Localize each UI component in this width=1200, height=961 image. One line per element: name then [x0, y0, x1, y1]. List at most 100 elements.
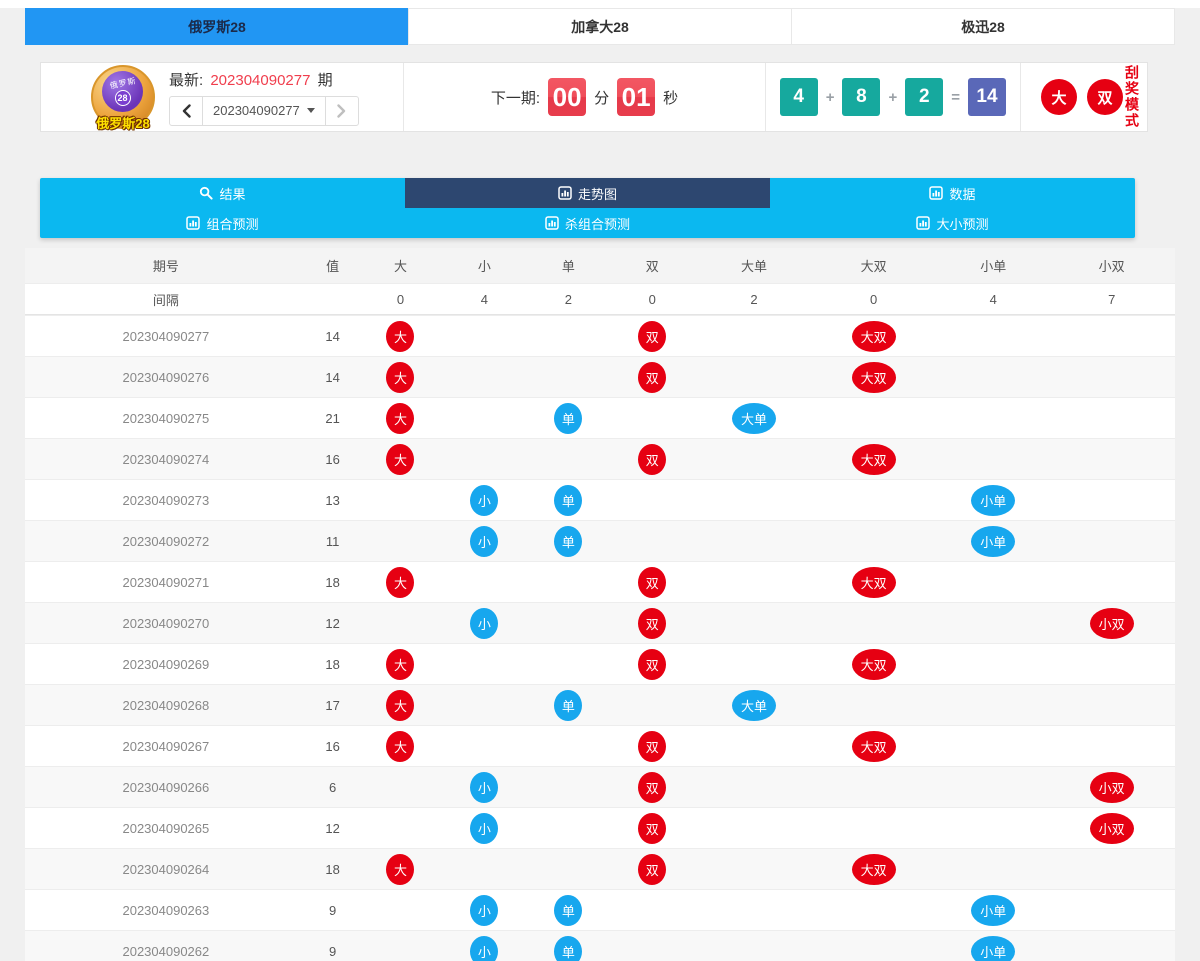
mark-cell: 单 — [526, 484, 610, 516]
result-badge: 大 — [386, 648, 415, 680]
period-cell: 202304090275 — [122, 410, 210, 426]
result-badge: 小 — [470, 484, 499, 516]
nav-item-results[interactable]: 结果 — [40, 178, 405, 208]
period-selector: 202304090277 — [169, 95, 359, 126]
mark-cell: 小单 — [933, 484, 1053, 516]
mark-cell: 双 — [610, 320, 694, 352]
value-cell: 6 — [329, 779, 337, 795]
period-cell: 202304090265 — [122, 820, 210, 836]
interval-value: 7 — [1108, 291, 1116, 307]
mark-cell: 大双 — [814, 443, 934, 475]
period-dropdown-value: 202304090277 — [213, 103, 300, 118]
result-badge: 双 — [638, 853, 667, 885]
scratch-mode-link[interactable]: 刮奖模式 — [1124, 65, 1140, 129]
search-icon — [200, 186, 214, 200]
table-row: 202304090275 21 大单大单 — [25, 397, 1175, 438]
interval-row: 间隔 0 4 2 0 2 0 4 7 — [25, 283, 1175, 315]
value-cell: 12 — [325, 820, 340, 836]
lottery-tab-jixun28[interactable]: 极迅28 — [791, 8, 1175, 45]
nav-item-label: 数据 — [949, 186, 976, 202]
interval-value: 0 — [870, 291, 878, 307]
table-row: 202304090267 16 大双大双 — [25, 725, 1175, 766]
result-badge: 大单 — [732, 402, 777, 434]
value-cell: 21 — [325, 410, 340, 426]
mark-cell: 大双 — [814, 730, 934, 762]
logo-ball-number: 28 — [114, 90, 131, 106]
countdown-label: 下一期: — [490, 89, 541, 107]
trend-table: 期号值大小单双大单 大双 小单 小双 间隔 0 4 2 0 2 0 4 7 202304090277 14 大… — [25, 248, 1175, 961]
mark-cell: 双 — [610, 853, 694, 885]
period-dropdown[interactable]: 202304090277 — [202, 95, 326, 126]
table-row: 202304090270 12 小双小双 — [25, 602, 1175, 643]
period-cell: 202304090269 — [122, 656, 210, 672]
mark-cell: 大双 — [814, 361, 934, 393]
result-badge: 大双 — [851, 648, 896, 680]
nav-item-data[interactable]: 数据 — [770, 178, 1135, 208]
mark-cell: 双 — [610, 648, 694, 680]
value-cell: 18 — [325, 574, 340, 590]
value-cell: 17 — [325, 697, 340, 713]
result-badge: 大双 — [851, 320, 896, 352]
column-header: 大单 — [741, 259, 768, 274]
table-row: 202304090269 18 大双大双 — [25, 643, 1175, 684]
value-cell: 12 — [325, 615, 340, 631]
result-badge: 双 — [1087, 79, 1123, 115]
mark-cell: 小单 — [933, 525, 1053, 557]
table-row: 202304090264 18 大双大双 — [25, 848, 1175, 889]
mark-cell: 小双 — [1053, 607, 1170, 639]
nav-item-bigsmall-forecast[interactable]: 大小预测 — [770, 208, 1135, 238]
result-badge: 大 — [386, 566, 415, 598]
value-cell: 18 — [325, 656, 340, 672]
result-badge: 双 — [638, 648, 667, 680]
nav-item-label: 走势图 — [577, 186, 617, 202]
mark-cell: 大 — [359, 361, 443, 393]
mark-cell: 大 — [359, 443, 443, 475]
result-badge: 双 — [638, 443, 667, 475]
period-cell: 202304090264 — [122, 861, 210, 877]
interval-value: 2 — [564, 291, 572, 307]
nav-item-combo-forecast[interactable]: 组合预测 — [40, 208, 405, 238]
latest-block: 最新: 202304090277 期 202304090277 — [169, 69, 359, 126]
section-nav: 结果 走势图 数据组合预测 杀组合预测 大小预测 — [40, 178, 1135, 238]
result-badge: 双 — [638, 361, 667, 393]
period-cell: 202304090270 — [122, 615, 210, 631]
mark-cell: 大 — [359, 320, 443, 352]
countdown-seconds: 01 — [617, 78, 656, 116]
mark-cell: 小单 — [933, 894, 1053, 926]
nav-item-kill-combo-forecast[interactable]: 杀组合预测 — [405, 208, 770, 238]
column-header: 小双 — [1098, 259, 1125, 274]
bar-chart-icon — [916, 216, 931, 230]
mark-cell: 大双 — [814, 320, 934, 352]
table-row: 202304090266 6 小双小双 — [25, 766, 1175, 807]
mark-cell: 小双 — [1053, 771, 1170, 803]
lottery-tab-russia28[interactable]: 俄罗斯28 — [25, 8, 409, 45]
nav-item-trend-chart[interactable]: 走势图 — [405, 178, 770, 208]
prev-period-button[interactable] — [169, 95, 203, 126]
mark-cell: 双 — [610, 566, 694, 598]
result-badge: 大双 — [851, 566, 896, 598]
latest-draw-section: 俄罗斯 28 俄罗斯28 最新: 202304090277 期 20230409… — [41, 63, 403, 131]
mark-cell: 小 — [442, 771, 526, 803]
result-badge: 大 — [386, 853, 415, 885]
chevron-down-icon — [306, 108, 315, 113]
period-cell: 202304090274 — [122, 451, 210, 467]
column-header: 值 — [326, 259, 340, 274]
table-row: 202304090277 14 大双大双 — [25, 315, 1175, 356]
lottery-tab-canada28[interactable]: 加拿大28 — [408, 8, 792, 45]
mark-cell: 单 — [526, 689, 610, 721]
value-cell: 18 — [325, 861, 340, 877]
result-badge: 双 — [638, 730, 667, 762]
lottery-logo: 俄罗斯 28 俄罗斯28 — [91, 65, 155, 131]
result-badge: 双 — [638, 607, 667, 639]
nav-item-label: 组合预测 — [206, 216, 259, 232]
interval-value: 0 — [648, 291, 656, 307]
result-badge: 双 — [638, 320, 667, 352]
mark-cell: 大 — [359, 689, 443, 721]
draw-header-panel: 俄罗斯 28 俄罗斯28 最新: 202304090277 期 20230409… — [40, 62, 1148, 132]
next-period-button[interactable] — [324, 95, 359, 126]
chevron-right-icon — [337, 103, 346, 118]
table-header-row: 期号值大小单双大单 大双 小单 小双 — [25, 248, 1175, 283]
sum-result-box: 14 — [968, 78, 1006, 116]
mark-cell: 大双 — [814, 648, 934, 680]
interval-value: 4 — [480, 291, 489, 307]
